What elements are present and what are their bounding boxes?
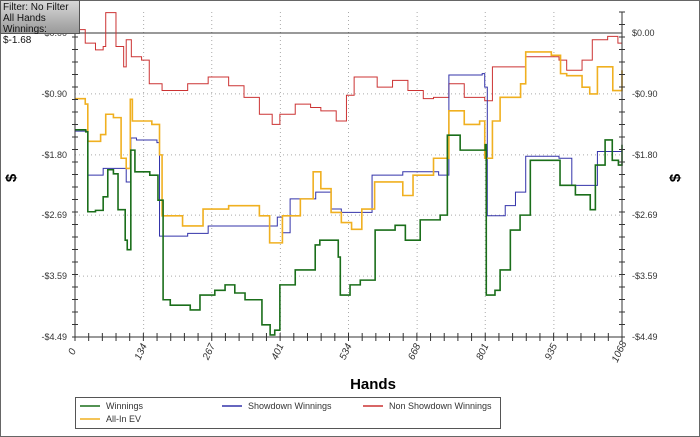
y-tick-label-right: -$1.80: [632, 150, 658, 160]
legend: Winnings Showdown Winnings Non Showdown Wi…: [75, 397, 501, 429]
y-axis-label: $: [3, 173, 20, 182]
y-tick-label-right: -$3.59: [632, 271, 658, 281]
series-line-winnings: [75, 129, 623, 336]
y-tick-label-right: -$2.69: [632, 210, 658, 220]
y-tick-label-right: -$0.90: [632, 89, 658, 99]
y-axis-label-right: $: [667, 173, 684, 182]
winnings-text: Winnings: $-1.68: [3, 24, 47, 46]
info-box: Filter: No Filter All Hands Winnings: $-…: [0, 0, 80, 46]
legend-label: All-In EV: [106, 414, 141, 424]
y-tick-label: -$4.49: [41, 332, 67, 342]
legend-label: Non Showdown Winnings: [389, 401, 492, 411]
hands-text: All Hands: [3, 13, 46, 24]
y-tick-label-right: -$4.49: [632, 332, 658, 342]
y-tick-label-right: $0.00: [632, 28, 655, 38]
legend-label: Showdown Winnings: [248, 401, 332, 411]
y-tick-label: -$1.80: [41, 150, 67, 160]
series-line-showdown-winnings: [75, 73, 623, 237]
series-line-all-in-ev: [75, 51, 623, 244]
x-axis-label: Hands: [350, 376, 396, 393]
y-tick-label: -$2.69: [41, 210, 67, 220]
y-tick-label: -$3.59: [41, 271, 67, 281]
x-tick-label: 0: [67, 347, 80, 357]
y-tick-label: -$0.90: [41, 89, 67, 99]
legend-label: Winnings: [106, 401, 144, 411]
filter-text: Filter: No Filter: [3, 2, 69, 13]
